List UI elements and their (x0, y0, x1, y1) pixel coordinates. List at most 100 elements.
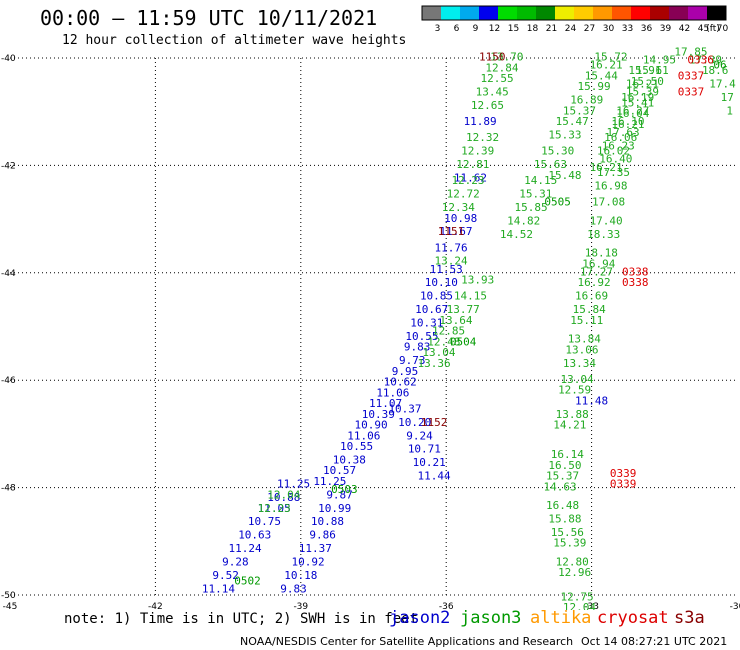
wave-height-label: 17.85 (674, 45, 707, 58)
scale-swatch (498, 6, 517, 20)
wave-height-label: 10.63 (238, 529, 271, 542)
wave-height-label: 16.89 (570, 94, 603, 107)
wave-height-label: 10.88 (267, 491, 300, 504)
wave-height-label: 9.83 (280, 582, 307, 595)
wave-height-label: 15.63 (534, 158, 567, 171)
wave-height-label: 12.04 (267, 488, 300, 501)
wave-height-label: 12.75 (560, 590, 593, 603)
pass-time-label: 0336 (687, 53, 714, 66)
pass-time-label: 0338 (622, 265, 649, 278)
pass-time-label: 06 (713, 59, 726, 72)
scale-swatch (631, 6, 650, 20)
scale-label: 18 (527, 24, 539, 34)
wave-height-label: 10.57 (323, 464, 356, 477)
wave-height-label: 13.24 (434, 255, 467, 268)
pass-time-label: 0339 (610, 478, 637, 491)
wave-height-label: 9.83 (404, 341, 431, 354)
scale-label: 33 (622, 24, 633, 34)
x-tick-label: -30 (730, 602, 740, 610)
wave-height-label: 10.20 (398, 416, 431, 429)
wave-height-label: 15.31 (519, 188, 552, 201)
note-text: note: 1) Time is in UTC; 2) SWH is in fe… (64, 611, 419, 627)
wave-height-label: 12.32 (466, 131, 499, 144)
wave-height-label: 10.67 (415, 303, 448, 316)
wave-height-label: 16.02 (597, 145, 630, 158)
wave-height-label: 11.14 (202, 582, 235, 595)
wave-height-label: 12.55 (481, 72, 514, 85)
scale-label: 3 (435, 24, 441, 34)
scale-label: 70 (717, 24, 729, 34)
wave-height-label: 17.4 (709, 78, 736, 91)
wave-height-label: 17.27 (580, 265, 613, 278)
wave-height-label: 12.84 (485, 61, 518, 74)
wave-height-label: 17.08 (592, 196, 625, 209)
scale-swatch (536, 6, 555, 20)
wave-height-label: 15.37 (563, 104, 596, 117)
legend-jason2: jason2 (389, 608, 451, 628)
credit-text: NOAA/NESDIS Center for Satellite Applica… (240, 635, 574, 648)
wave-height-label: 16.21 (611, 118, 644, 131)
wave-height-label: 14.21 (553, 419, 586, 432)
wave-height-label: 16.04 (616, 107, 649, 120)
y-tick-label: -44 (1, 269, 16, 279)
wave-height-label: 15.33 (548, 129, 581, 142)
wave-height-label: 14.15 (454, 290, 487, 303)
legend-cryosat: cryosat (597, 608, 669, 628)
chart-title: 00:00 – 11:59 UTC 10/11/2021 (40, 6, 378, 30)
wave-height-label: 16.23 (602, 139, 635, 152)
color-scale: 3 6 9 12 15 18 21 24 27 30 33 36 39 42 45 70(ft) (421, 5, 729, 34)
wave-height-label: 18.18 (585, 247, 618, 260)
pass-time-label: 0505 (544, 196, 571, 209)
wave-height-label: 16.94 (582, 257, 615, 270)
wave-height-label: 15.84 (573, 303, 606, 316)
wave-height-label: 9.95 (392, 365, 419, 378)
wave-height-label: 15.37 (546, 470, 579, 483)
scale-label: 30 (603, 24, 615, 34)
legend-jason3: jason3 (460, 608, 522, 628)
wave-height-label: 10.99 (318, 502, 351, 515)
wave-height-label: 13.88 (556, 408, 589, 421)
wave-height-label: 15.56 (551, 526, 584, 539)
scale-swatch (422, 6, 441, 20)
scale-label: 36 (641, 24, 653, 34)
wave-height-label: 13.70 (490, 51, 523, 64)
y-tick-label: -42 (1, 161, 16, 171)
scale-label: 9 (473, 24, 479, 34)
wave-height-label: 9.73 (399, 354, 426, 367)
wave-height-label: 11.76 (434, 241, 467, 254)
wave-height-label: 12.81 (456, 158, 489, 171)
pass-time-label: 0504 (450, 335, 477, 348)
wave-height-label: 16.21 (590, 161, 623, 174)
wave-height-label: 9.28 (222, 555, 249, 568)
wave-height-label: 15.39 (553, 537, 586, 550)
scale-swatch (517, 6, 536, 20)
generated-timestamp: Oct 14 08:27:21 UTC 2021 (581, 635, 728, 648)
chart-subtitle: 12 hour collection of altimeter wave hei… (62, 33, 407, 48)
wave-height-label: 13.04 (422, 346, 455, 359)
wave-height-label: 15.11 (570, 314, 603, 327)
scale-swatch (479, 6, 498, 20)
wave-height-label: 9.86 (309, 529, 336, 542)
wave-height-label: 10.71 (408, 443, 441, 456)
pass-time-label: 0502 (234, 574, 261, 587)
wave-height-label: 10.31 (410, 317, 443, 330)
scale-label: 6 (454, 24, 460, 34)
wave-height-label: 11.44 (418, 470, 451, 483)
wave-height-label: 12.59 (558, 384, 591, 397)
y-tick-label: -46 (1, 376, 16, 386)
pass-time-label: 0337 (678, 69, 705, 82)
wave-height-label: 12.23 (451, 174, 484, 187)
wave-height-label: 12.34 (442, 201, 475, 214)
wave-height-label: 14.82 (507, 214, 540, 227)
wave-height-label: 18.33 (587, 228, 620, 241)
wave-height-label: 15.61 (636, 64, 669, 77)
wave-height-label: 10.75 (248, 515, 281, 528)
wave-height-label: 16.14 (551, 448, 584, 461)
wave-height-label: 16.50 (548, 459, 581, 472)
wave-height-label: 16.10 (611, 115, 644, 128)
scale-swatch (441, 6, 460, 20)
wave-height-label: 10.92 (292, 555, 325, 568)
scale-unit: (ft) (706, 24, 720, 34)
wave-height-label: 11.53 (430, 263, 463, 276)
x-tick-label: -33 (584, 602, 599, 610)
